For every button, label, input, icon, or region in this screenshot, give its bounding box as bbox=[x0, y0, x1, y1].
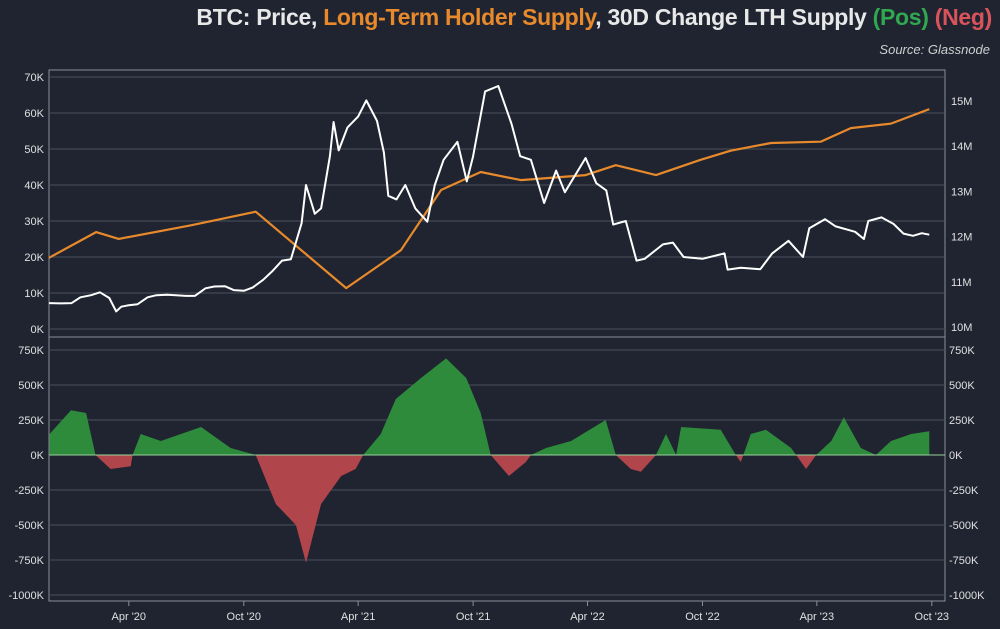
right-axis-tick-label: -750K bbox=[949, 555, 979, 567]
x-axis-tick-label: Oct '22 bbox=[685, 611, 720, 623]
left-axis-tick-label: 0K bbox=[31, 324, 45, 336]
price-line bbox=[48, 85, 930, 313]
right-axis-tick-label: 11M bbox=[951, 277, 972, 289]
left-axis-tick-label: -750K bbox=[15, 555, 45, 567]
right-axis-tick-label: 13M bbox=[951, 186, 972, 198]
x-axis-tick-label: Apr '23 bbox=[800, 611, 835, 623]
right-axis-tick-label: 10M bbox=[951, 322, 972, 334]
chart-title: BTC: Price, Long-Term Holder Supply, 30D… bbox=[196, 4, 992, 31]
left-axis-tick-label: 50K bbox=[24, 144, 44, 156]
right-axis-tick-label: 750K bbox=[949, 345, 975, 357]
right-axis-tick-label: 500K bbox=[949, 380, 975, 392]
x-axis-tick-label: Oct '23 bbox=[915, 611, 950, 623]
title-lth-supply: Long-Term Holder Supply bbox=[323, 4, 596, 30]
x-axis-tick-label: Apr '21 bbox=[341, 611, 376, 623]
title-price: BTC: Price, bbox=[196, 4, 324, 30]
right-axis-tick-label: -250K bbox=[949, 485, 979, 497]
top-panel-frame bbox=[48, 69, 946, 338]
left-axis-tick-label: 20K bbox=[24, 252, 44, 264]
left-axis-tick-label: 250K bbox=[18, 415, 44, 427]
x-axis-tick-label: Apr '22 bbox=[570, 611, 605, 623]
bottom-panel-frame bbox=[48, 336, 946, 602]
right-axis-tick-label: 0K bbox=[949, 450, 963, 462]
left-axis-tick-label: 10K bbox=[24, 288, 44, 300]
title-30d-change: , 30D Change LTH Supply bbox=[595, 4, 873, 30]
lth-supply-line bbox=[48, 108, 930, 290]
x-axis-tick-label: Oct '20 bbox=[227, 611, 262, 623]
left-axis-tick-label: -500K bbox=[15, 520, 45, 532]
title-neg: (Neg) bbox=[928, 4, 993, 30]
left-axis-tick-label: 60K bbox=[24, 108, 44, 120]
left-axis-tick-label: -1000K bbox=[9, 590, 45, 602]
right-axis-tick-label: 15M bbox=[951, 96, 972, 108]
source-label: Source: Glassnode bbox=[879, 42, 990, 57]
title-pos: (Pos) bbox=[872, 4, 929, 30]
right-axis-tick-label: -1000K bbox=[949, 590, 985, 602]
x-axis-tick-label: Apr '20 bbox=[112, 611, 147, 623]
positive-change-area bbox=[49, 358, 930, 455]
right-axis-tick-label: 250K bbox=[949, 415, 975, 427]
left-axis-tick-label: 70K bbox=[24, 72, 44, 84]
left-axis-tick-label: 750K bbox=[18, 345, 44, 357]
x-axis-tick-label: Oct '21 bbox=[456, 611, 491, 623]
left-axis-tick-label: 500K bbox=[18, 380, 44, 392]
left-axis-tick-label: 0K bbox=[31, 450, 45, 462]
left-axis-tick-label: 30K bbox=[24, 216, 44, 228]
right-axis-tick-label: -500K bbox=[949, 520, 979, 532]
negative-change-area bbox=[49, 455, 930, 563]
left-axis-tick-label: -250K bbox=[15, 485, 45, 497]
left-axis-tick-label: 40K bbox=[24, 180, 44, 192]
right-axis-tick-label: 12M bbox=[951, 232, 972, 244]
right-axis-tick-label: 14M bbox=[951, 141, 972, 153]
